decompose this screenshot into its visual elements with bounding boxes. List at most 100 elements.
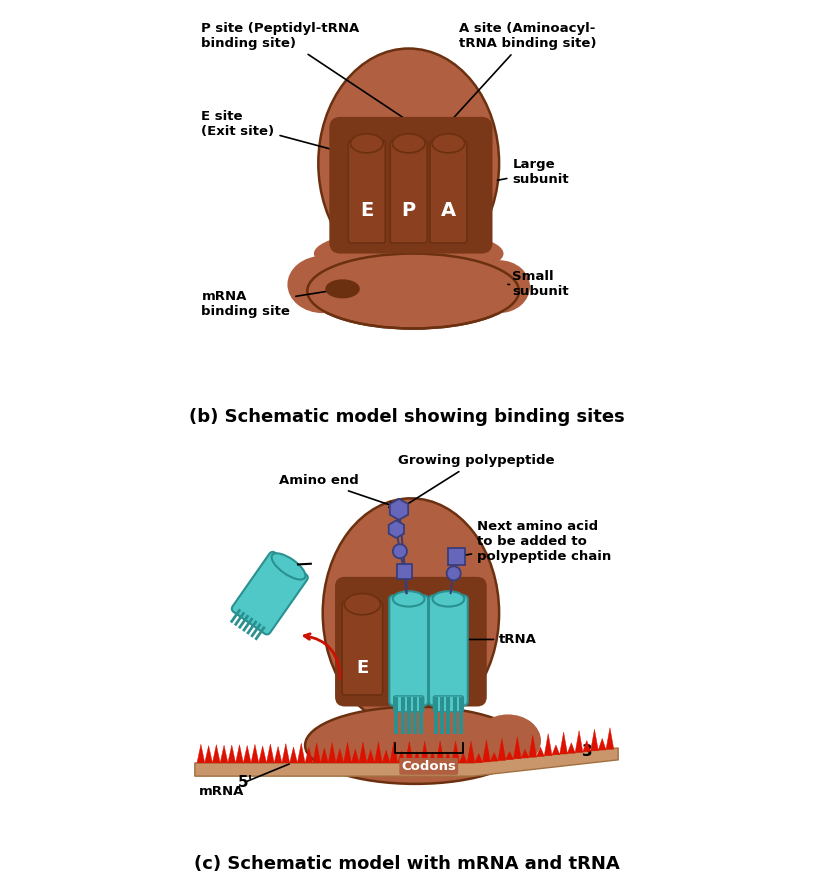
Polygon shape [475, 753, 483, 763]
Polygon shape [282, 744, 289, 763]
Bar [446, 697, 450, 734]
Polygon shape [428, 752, 437, 763]
Text: 3': 3' [582, 744, 598, 759]
Polygon shape [289, 747, 298, 763]
Text: Growing polypeptide: Growing polypeptide [398, 454, 554, 508]
Polygon shape [274, 746, 282, 763]
Text: Next amino acid
to be added to
polypeptide chain: Next amino acid to be added to polypepti… [459, 520, 611, 564]
FancyBboxPatch shape [335, 577, 487, 706]
Ellipse shape [393, 134, 425, 153]
Ellipse shape [307, 253, 519, 328]
Ellipse shape [323, 498, 499, 728]
FancyBboxPatch shape [430, 140, 467, 243]
Polygon shape [598, 738, 606, 750]
Bar [448, 548, 465, 564]
Polygon shape [437, 741, 444, 763]
Bar [440, 697, 444, 734]
Polygon shape [367, 750, 375, 763]
Text: E: E [356, 659, 368, 677]
Polygon shape [375, 742, 382, 763]
FancyBboxPatch shape [329, 116, 493, 254]
Bar [406, 697, 411, 734]
Polygon shape [220, 745, 228, 763]
Polygon shape [267, 744, 274, 763]
Text: Large
subunit: Large subunit [498, 158, 569, 186]
Polygon shape [452, 741, 459, 763]
Text: 5': 5' [238, 775, 253, 790]
Ellipse shape [350, 134, 383, 153]
FancyBboxPatch shape [390, 140, 427, 243]
Polygon shape [421, 741, 428, 763]
Bar [419, 697, 423, 734]
Ellipse shape [272, 553, 306, 579]
Polygon shape [459, 753, 467, 763]
Polygon shape [514, 736, 521, 759]
FancyBboxPatch shape [389, 595, 428, 706]
Polygon shape [344, 743, 351, 763]
Ellipse shape [314, 229, 503, 278]
Polygon shape [236, 744, 243, 763]
Polygon shape [529, 735, 537, 757]
FancyBboxPatch shape [348, 140, 385, 243]
Polygon shape [498, 738, 506, 760]
Polygon shape [390, 742, 398, 763]
Ellipse shape [432, 134, 465, 153]
Polygon shape [205, 745, 212, 763]
Text: tRNA: tRNA [451, 633, 537, 646]
Bar [413, 697, 417, 734]
Polygon shape [359, 742, 367, 763]
Polygon shape [567, 743, 575, 753]
Polygon shape [328, 743, 336, 763]
Text: E site
(Exit site): E site (Exit site) [202, 110, 364, 158]
Ellipse shape [326, 280, 359, 298]
Text: (b) Schematic model showing binding sites: (b) Schematic model showing binding site… [189, 407, 624, 426]
Text: mRNA: mRNA [199, 764, 289, 798]
Polygon shape [590, 729, 598, 751]
Polygon shape [545, 734, 552, 756]
Polygon shape [320, 748, 328, 763]
Polygon shape [559, 732, 567, 754]
Polygon shape [537, 747, 545, 757]
FancyBboxPatch shape [342, 602, 383, 695]
Polygon shape [406, 742, 413, 763]
Polygon shape [251, 744, 259, 763]
Polygon shape [195, 748, 618, 776]
FancyBboxPatch shape [232, 552, 308, 634]
Ellipse shape [345, 594, 380, 615]
Polygon shape [259, 746, 267, 763]
Circle shape [446, 566, 461, 580]
Polygon shape [606, 728, 614, 749]
Ellipse shape [468, 260, 530, 313]
FancyBboxPatch shape [429, 595, 467, 706]
Polygon shape [197, 744, 205, 763]
Ellipse shape [305, 706, 525, 784]
Bar [394, 697, 398, 734]
Ellipse shape [319, 49, 499, 278]
Polygon shape [228, 745, 236, 763]
Text: Small
subunit: Small subunit [508, 271, 569, 298]
Bar [397, 564, 412, 579]
Polygon shape [336, 749, 344, 763]
Text: Amino end: Amino end [279, 475, 394, 507]
Ellipse shape [475, 714, 541, 767]
Polygon shape [305, 747, 313, 763]
Bar [401, 697, 405, 734]
Polygon shape [313, 743, 320, 763]
Polygon shape [552, 745, 559, 755]
Polygon shape [351, 749, 359, 763]
Polygon shape [483, 740, 490, 762]
Text: (c) Schematic model with mRNA and tRNA: (c) Schematic model with mRNA and tRNA [193, 856, 620, 873]
Text: Codons: Codons [402, 759, 456, 773]
Text: A: A [441, 201, 456, 220]
Ellipse shape [288, 256, 358, 313]
Polygon shape [243, 745, 251, 763]
Text: mRNA
binding site: mRNA binding site [202, 289, 340, 318]
Polygon shape [575, 730, 583, 752]
Polygon shape [398, 751, 406, 763]
Text: E: E [360, 201, 373, 220]
FancyBboxPatch shape [433, 696, 463, 712]
Bar [459, 697, 463, 734]
Text: P site (Peptidyl-tRNA
binding site): P site (Peptidyl-tRNA binding site) [202, 22, 406, 120]
Polygon shape [413, 751, 421, 763]
Polygon shape [382, 751, 390, 763]
